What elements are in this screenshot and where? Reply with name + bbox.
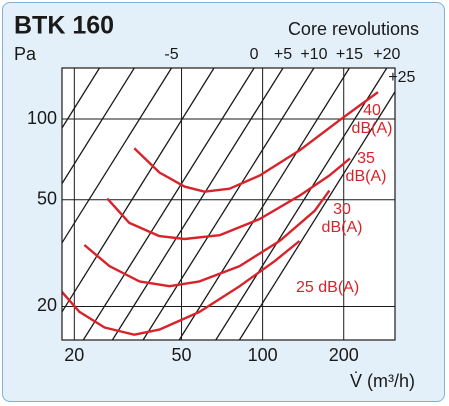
revolution-label: +25: [388, 69, 415, 86]
revolution-label: +20: [373, 46, 400, 63]
sound-curve: [106, 157, 351, 241]
revolution-label: +10: [300, 46, 327, 63]
x-tick-label: 50: [172, 345, 192, 365]
sound-curves: [62, 91, 379, 336]
revolution-label: +5: [274, 46, 292, 63]
curve-label: 40 dB(A): [351, 102, 393, 137]
y-tick-label: 100: [27, 108, 57, 128]
annotation: Core revolutions: [288, 19, 419, 39]
sound-curve: [83, 189, 331, 288]
revolution-label: +15: [336, 46, 363, 63]
curve-label: 30 dB(A): [321, 201, 363, 236]
curve-label: 35 dB(A): [345, 150, 387, 185]
x-tick-label: 200: [329, 345, 359, 365]
plot-border: [61, 67, 396, 341]
revolution-line: [62, 68, 173, 245]
x-tick-label: 100: [248, 345, 278, 365]
y-tick-label: 50: [37, 189, 57, 209]
revolution-line: [178, 68, 350, 340]
sound-curve: [62, 240, 301, 336]
curve-label: 25 dB(A): [296, 279, 360, 296]
revolution-label: 0: [250, 46, 259, 63]
revolution-line: [111, 68, 284, 340]
y-tick-label: 20: [37, 295, 57, 315]
y-axis-label: Pa: [14, 44, 37, 64]
sound-curve: [133, 91, 379, 193]
revolution-line: [62, 68, 135, 185]
revolution-line: [238, 90, 395, 340]
revolution-line: [215, 68, 388, 340]
revolution-line: [142, 68, 315, 340]
x-axis-label: V̇ (m³/h): [350, 371, 415, 391]
x-tick-label: 20: [64, 345, 84, 365]
revolution-line: [62, 68, 215, 314]
revolution-line: [82, 68, 255, 340]
revolution-lines: [62, 68, 395, 340]
revolution-line: [62, 68, 101, 130]
revolution-label: -5: [164, 46, 178, 63]
chart-title: BTK 160: [14, 12, 114, 40]
